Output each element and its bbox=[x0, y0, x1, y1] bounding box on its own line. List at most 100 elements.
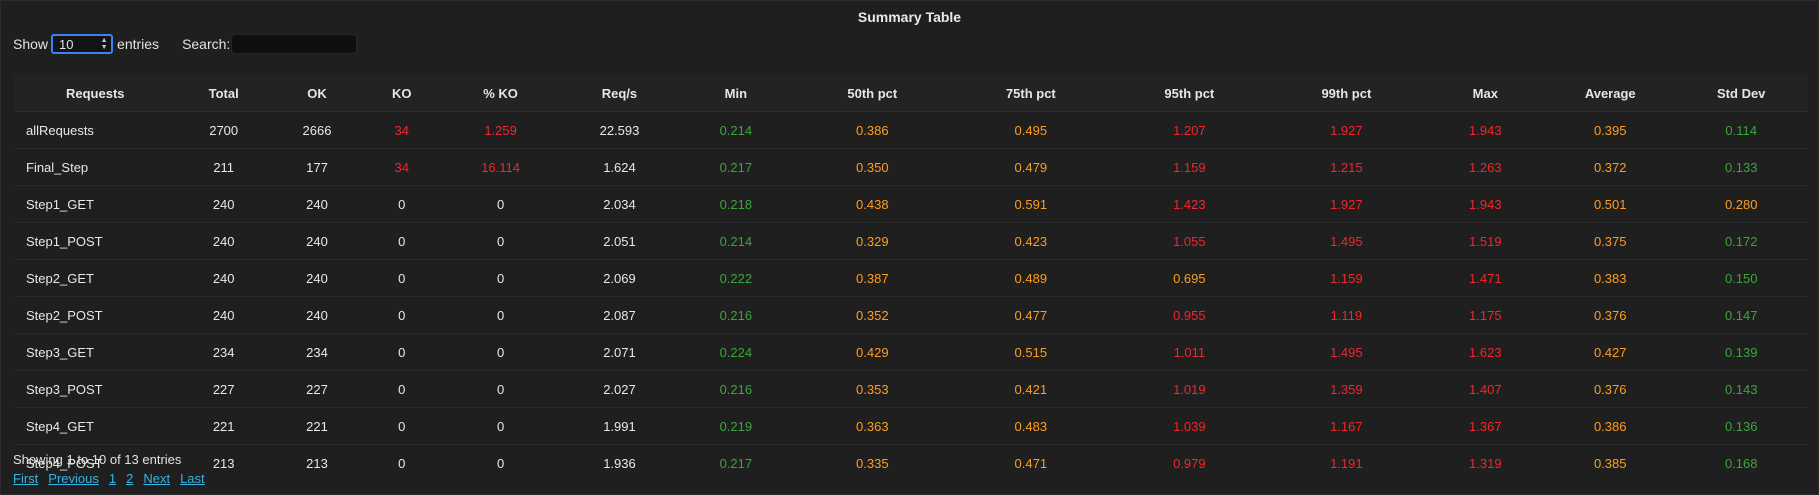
table-cell: 0 bbox=[363, 370, 441, 408]
table-cell: 240 bbox=[176, 222, 271, 260]
table-cell: 0.376 bbox=[1546, 370, 1675, 408]
table-cell: 1.407 bbox=[1424, 370, 1547, 408]
table-cell: 1.943 bbox=[1424, 111, 1547, 149]
table-cell: 0.216 bbox=[678, 370, 794, 408]
table-cell: 0.483 bbox=[951, 407, 1111, 445]
table-cell: 2.087 bbox=[560, 296, 679, 334]
panel-title: Summary Table bbox=[857, 9, 962, 25]
table-cell: 1.263 bbox=[1424, 148, 1547, 186]
request-name-cell: allRequests bbox=[14, 111, 177, 149]
page-size-value: 10 bbox=[59, 37, 74, 52]
table-row: Step4_GET 221 221 0 0 1.991 0.219 0.363 0.483 1.0… bbox=[14, 407, 1808, 445]
column-header[interactable]: Total bbox=[176, 75, 271, 112]
pager-page-1-link[interactable]: 1 bbox=[108, 471, 117, 486]
table-cell: 0.375 bbox=[1546, 222, 1675, 260]
column-header[interactable]: % KO bbox=[440, 75, 561, 112]
request-name-cell: Step1_POST bbox=[14, 222, 177, 260]
table-cell: 0.168 bbox=[1674, 444, 1808, 481]
table-cell: 0.477 bbox=[951, 296, 1111, 334]
column-header[interactable]: 99th pct bbox=[1268, 75, 1425, 112]
table-cell: 1.367 bbox=[1424, 407, 1547, 445]
table-cell: 0 bbox=[440, 407, 561, 445]
table-cell: 2666 bbox=[270, 111, 364, 149]
table-cell: 1.624 bbox=[560, 148, 679, 186]
table-cell: 1.991 bbox=[560, 407, 679, 445]
table-cell: 0.376 bbox=[1546, 296, 1675, 334]
table-cell: 1.159 bbox=[1268, 259, 1425, 297]
table-row: Step2_GET 240 240 0 0 2.069 0.222 0.387 0.489 0.6… bbox=[14, 259, 1808, 297]
table-cell: 0.385 bbox=[1546, 444, 1675, 481]
column-header[interactable]: KO bbox=[363, 75, 441, 112]
table-cell: 1.943 bbox=[1424, 185, 1547, 223]
table-cell: 1.019 bbox=[1110, 370, 1269, 408]
table-row: Step1_GET 240 240 0 0 2.034 0.218 0.438 0.591 1.4… bbox=[14, 185, 1808, 223]
table-cell: 0.224 bbox=[678, 333, 794, 371]
table-row: allRequests 2700 2666 34 1.259 22.593 0.214 0.3… bbox=[14, 111, 1808, 149]
column-header[interactable]: 50th pct bbox=[793, 75, 952, 112]
table-cell: 1.519 bbox=[1424, 222, 1547, 260]
table-info: Showing 1 to 10 of 13 entries bbox=[13, 452, 182, 467]
table-cell: 1.159 bbox=[1110, 148, 1269, 186]
table-cell: 211 bbox=[176, 148, 271, 186]
table-cell: 2.051 bbox=[560, 222, 679, 260]
column-header[interactable]: Average bbox=[1546, 75, 1675, 112]
table-cell: 0.489 bbox=[951, 259, 1111, 297]
show-label: Show bbox=[13, 36, 49, 52]
column-header[interactable]: Min bbox=[678, 75, 794, 112]
column-header[interactable]: 75th pct bbox=[951, 75, 1111, 112]
table-row: Step3_GET 234 234 0 0 2.071 0.224 0.429 0.515 1.0… bbox=[14, 333, 1808, 371]
table-cell: 0.133 bbox=[1674, 148, 1808, 186]
entries-label: entries bbox=[117, 36, 160, 52]
table-cell: 0.335 bbox=[793, 444, 952, 481]
column-header[interactable]: Max bbox=[1424, 75, 1547, 112]
pager-page-2-link[interactable]: 2 bbox=[126, 471, 134, 486]
table-cell: 1.167 bbox=[1268, 407, 1425, 445]
table-cell: 0.214 bbox=[678, 111, 794, 149]
pager-previous-link[interactable]: Previous bbox=[48, 471, 99, 486]
pager-next-link[interactable]: Next bbox=[143, 471, 171, 486]
table-cell: 2.034 bbox=[560, 185, 679, 223]
table-row: Step1_POST 240 240 0 0 2.051 0.214 0.329 0.423 1.… bbox=[14, 222, 1808, 260]
request-name-cell: Step3_GET bbox=[14, 333, 177, 371]
table-cell: 1.927 bbox=[1268, 185, 1425, 223]
table-cell: 0 bbox=[440, 333, 561, 371]
table-cell: 2.071 bbox=[560, 333, 679, 371]
table-cell: 0.495 bbox=[951, 111, 1111, 149]
table-cell: 0.147 bbox=[1674, 296, 1808, 334]
table-cell: 0.423 bbox=[951, 222, 1111, 260]
table-cell: 0.139 bbox=[1674, 333, 1808, 371]
table-cell: 221 bbox=[270, 407, 364, 445]
request-name-cell: Step4_POST bbox=[14, 444, 177, 481]
table-cell: 0 bbox=[440, 185, 561, 223]
table-cell: 34 bbox=[363, 148, 441, 186]
column-header[interactable]: Std Dev bbox=[1674, 75, 1808, 112]
table-cell: 0 bbox=[363, 333, 441, 371]
table-cell: 240 bbox=[270, 185, 364, 223]
table-cell: 227 bbox=[176, 370, 271, 408]
pager-first-link[interactable]: First bbox=[13, 471, 39, 486]
table-cell: 0.421 bbox=[951, 370, 1111, 408]
table-cell: 1.259 bbox=[440, 111, 561, 149]
table-cell: 0.216 bbox=[678, 296, 794, 334]
table-cell: 1.011 bbox=[1110, 333, 1269, 371]
pager-last-link[interactable]: Last bbox=[180, 471, 205, 486]
pagination: First Previous 1 2 Next Last bbox=[13, 471, 215, 486]
table-cell: 0.501 bbox=[1546, 185, 1675, 223]
column-header[interactable]: OK bbox=[270, 75, 364, 112]
table-cell: 1.055 bbox=[1110, 222, 1269, 260]
column-header[interactable]: Requests bbox=[14, 75, 177, 112]
search-input[interactable] bbox=[231, 34, 358, 54]
table-cell: 1.215 bbox=[1268, 148, 1425, 186]
table-cell: 1.623 bbox=[1424, 333, 1547, 371]
page-size-select[interactable]: 10 ▲ ▼ bbox=[51, 34, 114, 54]
table-cell: 0.350 bbox=[793, 148, 952, 186]
table-cell: 0 bbox=[440, 296, 561, 334]
column-header[interactable]: 95th pct bbox=[1110, 75, 1269, 112]
column-header[interactable]: Req/s bbox=[560, 75, 679, 112]
table-cell: 1.423 bbox=[1110, 185, 1269, 223]
table-cell: 0 bbox=[363, 222, 441, 260]
table-cell: 2.069 bbox=[560, 259, 679, 297]
table-row: Step2_POST 240 240 0 0 2.087 0.216 0.352 0.477 0.… bbox=[14, 296, 1808, 334]
table-header-row: Requests Total OK KO% KO Req/s Min 50th pct 75t… bbox=[14, 75, 1808, 112]
